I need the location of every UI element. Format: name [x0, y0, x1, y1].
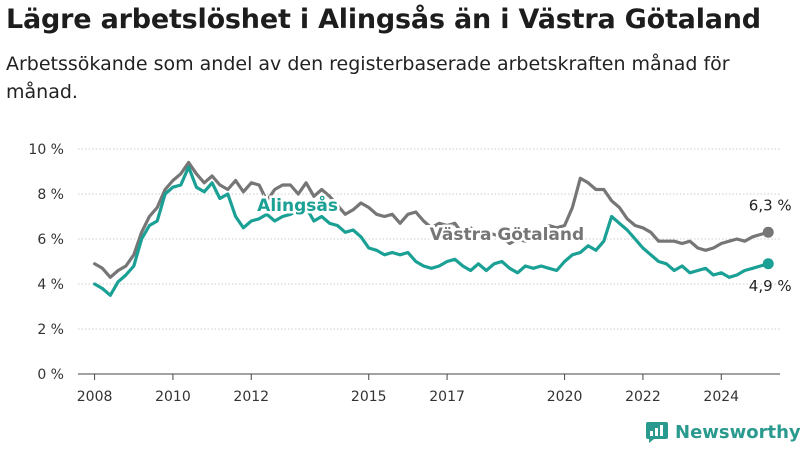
- x-axis: 2008 2010 2012 2015 2017 2020 2022 2024: [77, 374, 739, 405]
- y-tick-label: 10 %: [28, 142, 64, 158]
- x-tick-label: 2017: [429, 389, 465, 405]
- end-value-label-alings-s: 4,9 %: [749, 277, 792, 295]
- newsworthy-logo: Newsworthy: [645, 420, 800, 444]
- series-lines: [93, 160, 774, 297]
- x-tick-label: 2008: [77, 389, 113, 405]
- y-tick-label: 6 %: [37, 232, 64, 248]
- x-tick-label: 2012: [233, 389, 269, 405]
- series-endpoint-v-stra-g-taland: [762, 226, 774, 238]
- y-tick-label: 0 %: [37, 367, 64, 383]
- y-tick-label: 2 %: [37, 322, 64, 338]
- x-tick-label: 2020: [547, 389, 583, 405]
- series-labels: 6,3 % 4,9 % Alingsås Västra Götaland: [255, 191, 792, 295]
- y-tick-label: 4 %: [37, 277, 64, 293]
- gridlines: [78, 148, 780, 375]
- end-value-label-v-stra-g-taland: 6,3 %: [749, 196, 792, 214]
- series-name-label-alings-s: Alingsås: [257, 194, 338, 216]
- x-tick-label: 2024: [703, 389, 739, 405]
- y-tick-label: 8 %: [37, 187, 64, 203]
- series-line-alings-s: [93, 165, 770, 297]
- brand-name: Newsworthy: [675, 421, 800, 443]
- newsworthy-icon: [646, 422, 668, 443]
- x-tick-label: 2015: [351, 389, 387, 405]
- y-axis-ticks: 0 % 2 % 4 % 6 % 8 % 10 %: [28, 142, 64, 383]
- x-tick-label: 2022: [625, 389, 661, 405]
- chart-title: Lägre arbetslöshet i Alingsås än i Västr…: [6, 4, 761, 35]
- series-endpoint-alings-s: [762, 258, 774, 270]
- x-tick-label: 2010: [155, 389, 191, 405]
- chart-subtitle: Arbetssökande som andel av den registerb…: [6, 53, 730, 103]
- series-line-v-stra-g-taland: [93, 160, 770, 279]
- series-name-label-v-stra-g-taland: Västra Götaland: [430, 225, 585, 245]
